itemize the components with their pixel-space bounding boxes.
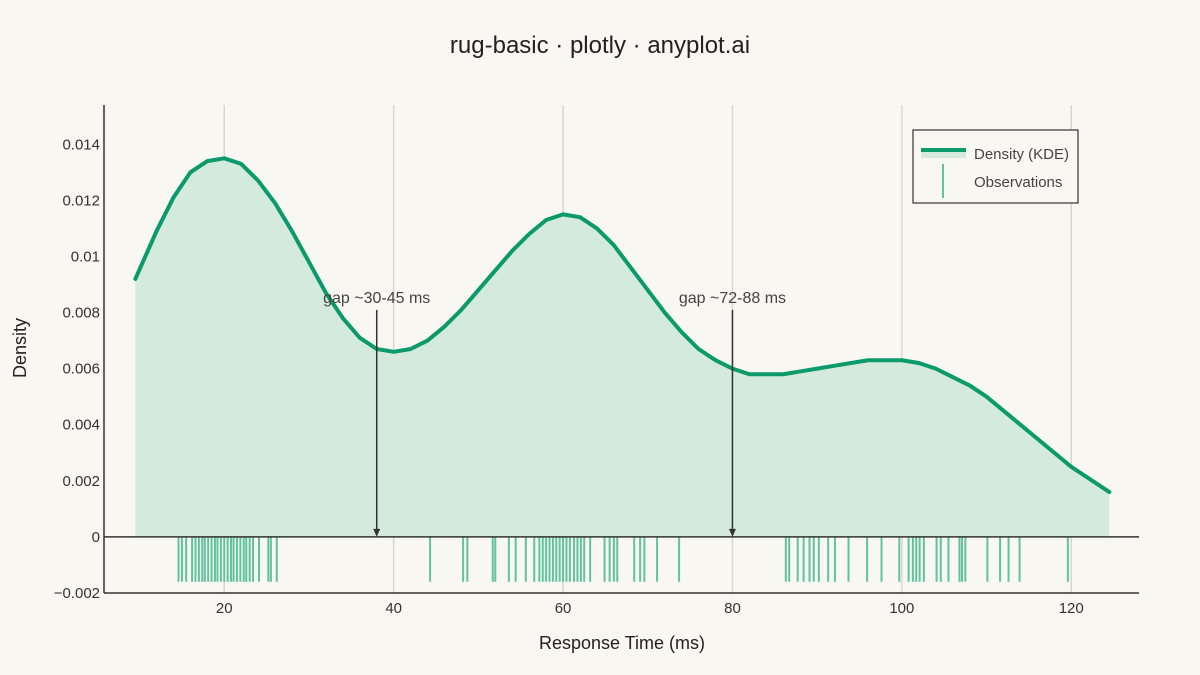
x-tick-label: 40 [385, 600, 402, 617]
legend-label-observations: Observations [974, 174, 1062, 191]
y-tick-label: 0.004 [62, 417, 100, 434]
y-tick-label: 0.01 [71, 248, 100, 265]
x-tick-labels: 20 40 60 80 100 120 [216, 600, 1084, 617]
rug-marks [177, 536, 1069, 582]
annotations: gap ~30-45 ms gap ~72-88 ms [323, 290, 786, 537]
y-tick-label: 0.014 [62, 136, 100, 153]
y-tick-label: 0.006 [62, 361, 100, 378]
density-curve [133, 156, 1112, 495]
legend: Density (KDE) Observations [912, 129, 1079, 204]
density-line [133, 156, 1112, 495]
annotation-arrowhead [728, 528, 736, 537]
x-axis-title: Response Time (ms) [539, 633, 705, 653]
y-tick-label: 0 [92, 529, 100, 546]
x-tick-label: 80 [724, 600, 741, 617]
x-tick-label: 100 [889, 600, 914, 617]
y-tick-label: 0.002 [62, 473, 100, 490]
density-area [135, 158, 1110, 537]
y-tick-label: −0.002 [54, 585, 100, 602]
legend-label-kde: Density (KDE) [974, 146, 1069, 163]
chart-title: rug-basic · plotly · anyplot.ai [450, 32, 750, 59]
annotation-label: gap ~30-45 ms [323, 290, 430, 307]
x-tick-label: 20 [216, 600, 233, 617]
density-fill [135, 158, 1110, 537]
legend-kde-swatch-fill [921, 150, 966, 158]
annotation-arrowhead [373, 528, 381, 537]
y-tick-labels: −0.002 0 0.002 0.004 0.006 0.008 0.01 0.012 0.01… [54, 136, 100, 602]
y-tick-label: 0.012 [62, 192, 100, 209]
y-axis-title: Density [10, 318, 30, 378]
annotation-label: gap ~72-88 ms [679, 290, 786, 307]
legend-box [912, 129, 1079, 204]
axes [103, 105, 1139, 594]
x-tick-label: 60 [555, 600, 572, 617]
y-tick-label: 0.008 [62, 305, 100, 322]
x-tick-label: 120 [1059, 600, 1084, 617]
